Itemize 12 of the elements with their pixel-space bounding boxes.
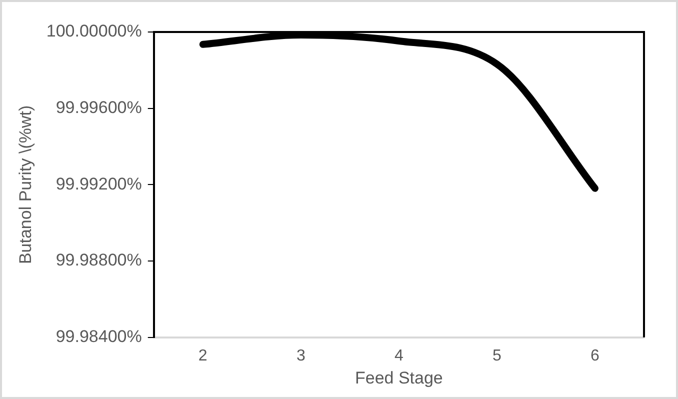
x-tick-label: 5 [492, 347, 502, 364]
x-tick-label: 2 [198, 347, 208, 364]
y-tick-label: 99.98800% [56, 250, 142, 270]
y-tick-label: 99.99600% [56, 98, 142, 118]
x-axis-title: Feed Stage [354, 368, 443, 388]
y-axis-title: Butanol Purity \(%wt) [16, 105, 35, 264]
y-tick-label: 99.99200% [56, 174, 142, 194]
x-tick-label: 6 [590, 347, 600, 364]
y-tick-label: 100.00000% [46, 22, 142, 41]
x-tick-label: 4 [394, 347, 404, 364]
y-tick-label: 99.98400% [56, 327, 142, 346]
x-tick-label: 3 [296, 347, 306, 364]
